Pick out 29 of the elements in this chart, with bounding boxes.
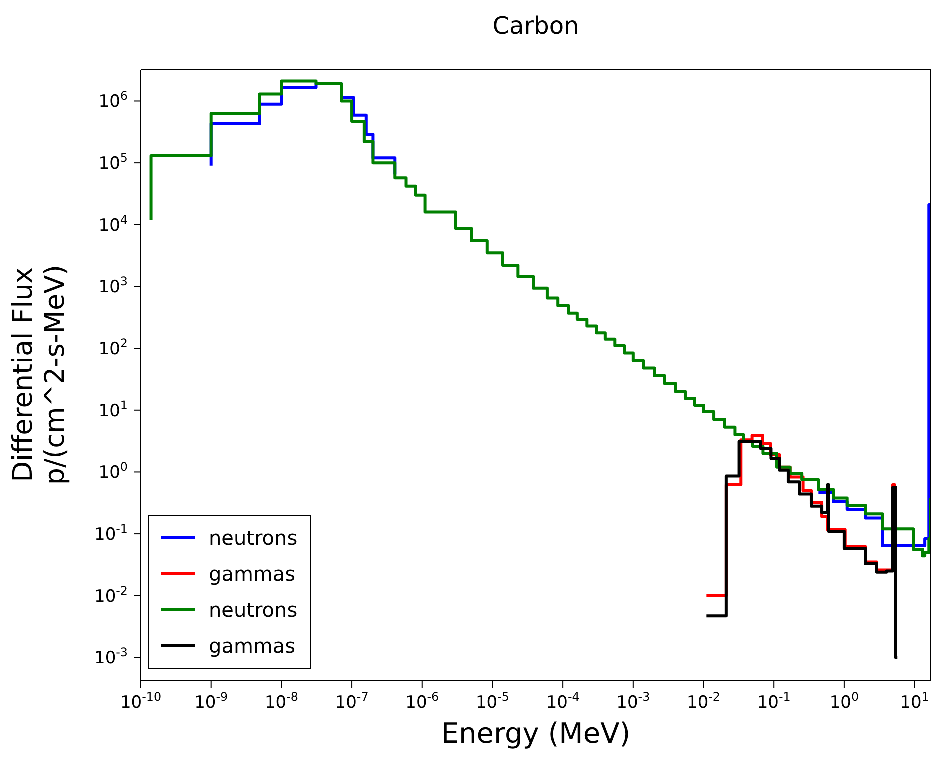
y-tick-label: 10$^{1}$	[98, 398, 128, 422]
x-tick-label: 10$^{0}$	[830, 690, 860, 713]
x-axis-title: Energy (MeV)	[441, 717, 631, 750]
y-tick-label: 10$^{-2}$	[94, 584, 128, 607]
x-tick-label: 10$^{-8}$	[264, 690, 298, 713]
x-tick-label: 10$^{-7}$	[335, 690, 369, 713]
y-tick-label: 10$^{-1}$	[94, 522, 128, 546]
legend-label: gammas	[209, 562, 296, 586]
x-tick-label: 10$^{-4}$	[546, 690, 580, 713]
x-tick-label: 10$^{-2}$	[687, 690, 721, 713]
chart-title: Carbon	[492, 12, 580, 40]
legend-label: gammas	[209, 634, 296, 658]
y-tick-label: 10$^{6}$	[98, 89, 128, 112]
x-tick-label: 10$^{-5}$	[476, 690, 510, 713]
x-tick-label: 10$^{-6}$	[406, 690, 440, 713]
y-tick-label: 10$^{3}$	[98, 274, 128, 298]
y-tick-label: 10$^{-3}$	[94, 646, 128, 669]
x-tick-label: 10$^{-10}$	[120, 690, 162, 713]
y-tick-label: 10$^{0}$	[98, 460, 128, 484]
x-tick-label: 10$^{-1}$	[757, 690, 791, 713]
x-tick-label: 10$^{-3}$	[616, 690, 650, 713]
y-axis-title: Differential Flux p/(cm^2-s-MeV)	[8, 264, 71, 486]
y-tick-label: 10$^{2}$	[98, 336, 128, 360]
y-tick-label: 10$^{4}$	[98, 212, 128, 236]
y-tick-label: 10$^{5}$	[98, 151, 128, 174]
x-tick-label: 10$^{1}$	[900, 690, 930, 713]
x-tick-label: 10$^{-9}$	[194, 690, 228, 713]
legend-label: neutrons	[209, 598, 298, 622]
legend-label: neutrons	[209, 526, 298, 550]
